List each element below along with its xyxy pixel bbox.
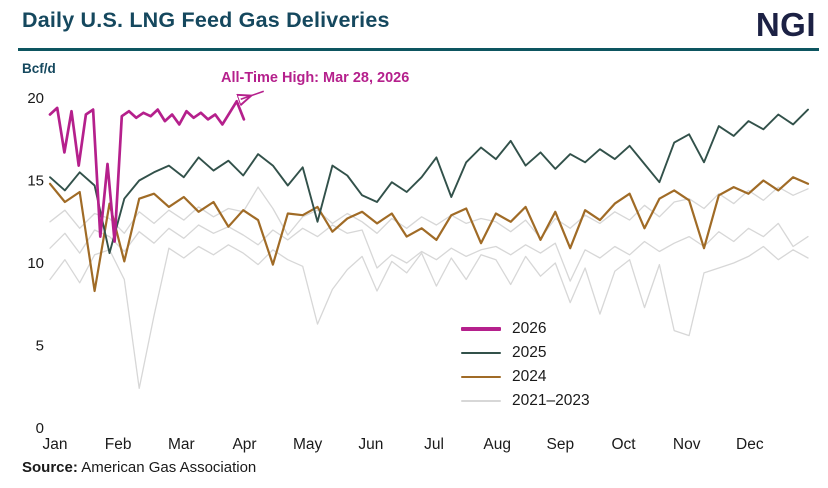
x-tick-label: Feb bbox=[105, 436, 132, 453]
source-label: Source: bbox=[22, 459, 78, 476]
source-text: American Gas Association bbox=[77, 459, 257, 476]
y-tick-label: 5 bbox=[36, 338, 44, 355]
annotation-arrow bbox=[241, 90, 265, 99]
header-divider bbox=[18, 48, 819, 51]
legend-label: 2021–2023 bbox=[512, 392, 590, 409]
x-tick-label: Jan bbox=[43, 436, 68, 453]
series-line-2021 bbox=[49, 244, 809, 390]
x-tick-label: Apr bbox=[232, 436, 256, 453]
y-tick-label: 20 bbox=[27, 90, 44, 107]
page-title: Daily U.S. LNG Feed Gas Deliveries bbox=[22, 8, 390, 32]
x-tick-label: Mar bbox=[168, 436, 195, 453]
y-tick-label: 15 bbox=[27, 173, 44, 190]
x-tick-label: Oct bbox=[611, 436, 636, 453]
legend-item-2021-2023: 2021–2023 bbox=[461, 389, 590, 413]
source-note: Source: American Gas Association bbox=[22, 459, 256, 476]
data-series bbox=[48, 99, 810, 390]
legend-swatch bbox=[461, 352, 501, 354]
legend-label: 2025 bbox=[512, 344, 547, 361]
legend-label: 2024 bbox=[512, 368, 547, 385]
chart-legend: 2026 2025 2024 2021–2023 bbox=[461, 317, 590, 413]
legend-swatch bbox=[461, 375, 501, 379]
x-tick-label: Dec bbox=[736, 436, 764, 453]
legend-item-2025: 2025 bbox=[461, 341, 590, 365]
series-line-2023 bbox=[49, 186, 809, 239]
annotation-arrow-line bbox=[241, 90, 265, 99]
series-line-2022 bbox=[49, 222, 809, 282]
y-axis-unit-label: Bcf/d bbox=[22, 61, 56, 76]
all-time-high-annotation: All-Time High: Mar 28, 2026 bbox=[221, 70, 410, 86]
y-tick-label: 10 bbox=[27, 255, 44, 272]
series-line-2026 bbox=[48, 99, 246, 243]
x-tick-label: Sep bbox=[547, 436, 575, 453]
x-tick-label: Jun bbox=[358, 436, 383, 453]
x-tick-label: Nov bbox=[673, 436, 701, 453]
y-tick-label: 0 bbox=[36, 420, 44, 437]
ngi-logo: NGI bbox=[755, 6, 816, 43]
x-tick-label: May bbox=[293, 436, 323, 453]
x-tick-label: Aug bbox=[483, 436, 511, 453]
legend-swatch bbox=[461, 327, 501, 331]
legend-swatch bbox=[461, 400, 501, 402]
legend-label: 2026 bbox=[512, 320, 547, 337]
legend-item-2026: 2026 bbox=[461, 317, 590, 341]
legend-item-2024: 2024 bbox=[461, 365, 590, 389]
axis-labels: 0 5 10 15 20 Jan Feb Mar Apr May Jun Jul Aug Sep Oct No… bbox=[27, 90, 764, 453]
series-line-2025 bbox=[49, 108, 809, 255]
x-tick-label: Jul bbox=[424, 436, 444, 453]
series-line-2024 bbox=[48, 176, 810, 293]
